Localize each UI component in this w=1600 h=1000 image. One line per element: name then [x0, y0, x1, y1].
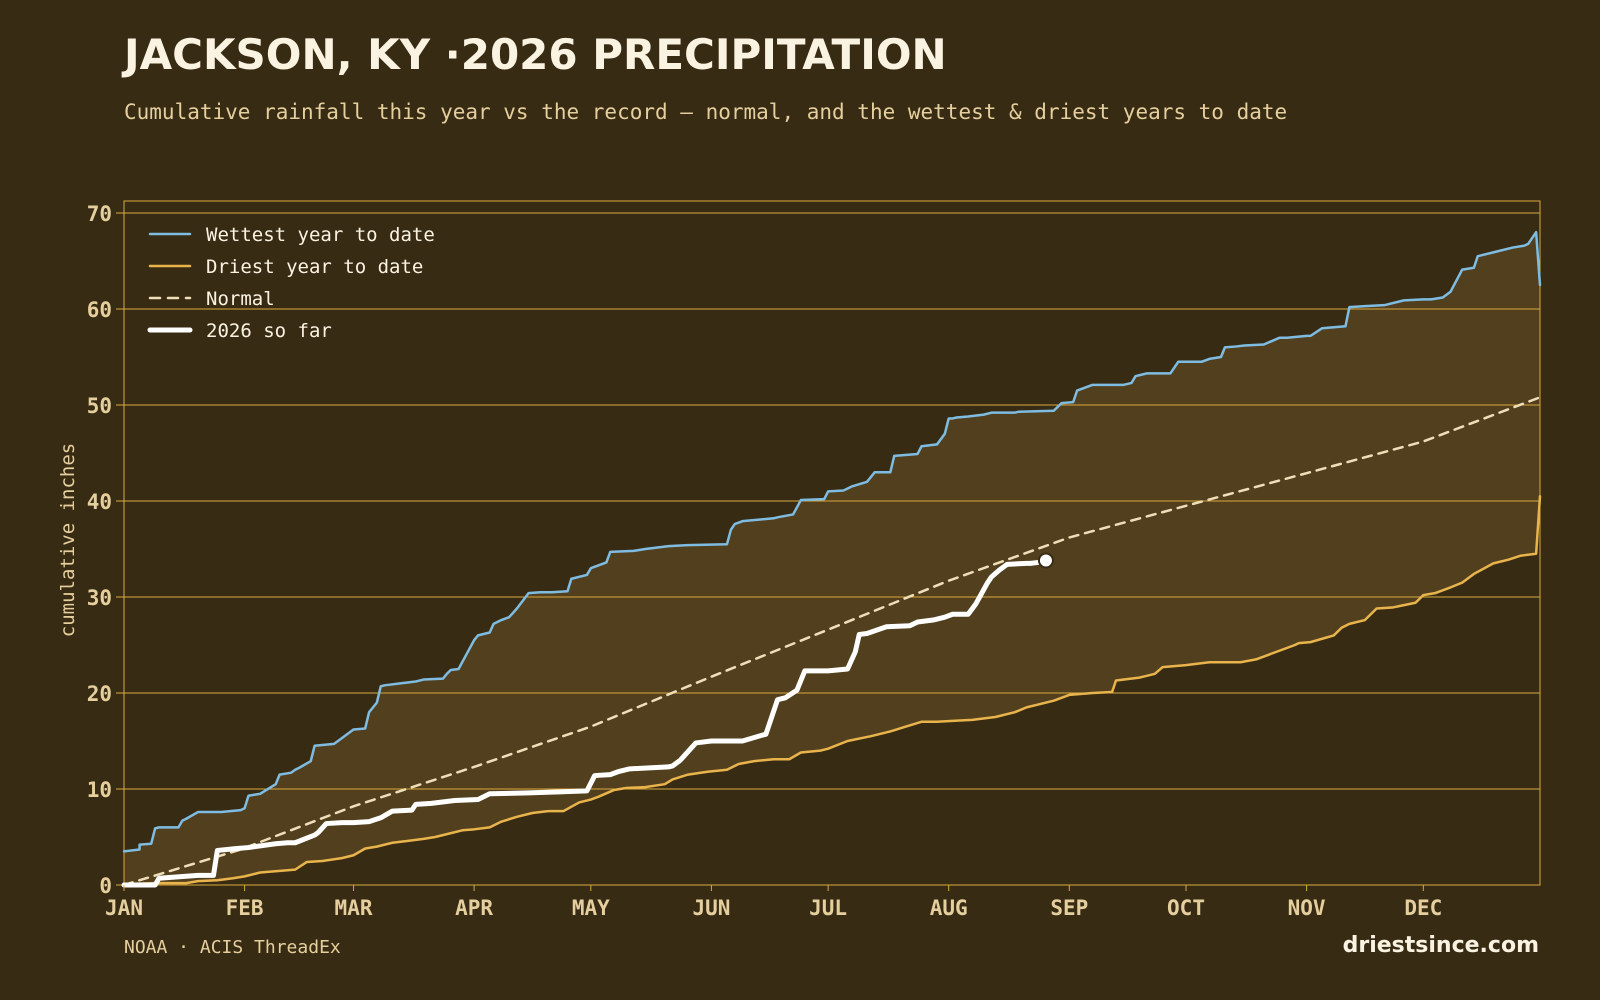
chart-subtitle: Cumulative rainfall this year vs the rec…: [124, 100, 1288, 124]
x-tick-label: JUN: [692, 896, 730, 920]
x-tick-label: DEC: [1404, 896, 1442, 920]
gridlines: [116, 200, 1541, 886]
y-tick-label: 60: [87, 298, 112, 322]
x-tick-label: MAR: [335, 896, 373, 920]
legend-label: 2026 so far: [206, 320, 332, 342]
x-tick-label: MAY: [572, 896, 610, 920]
x-tick-label: JAN: [105, 896, 143, 920]
wet-dry-band: [124, 232, 1540, 885]
y-axis-label: cumulative inches: [57, 443, 79, 637]
normal-line: [122, 396, 1542, 887]
legend-label: Normal: [206, 288, 275, 310]
y-tick-label: 0: [99, 874, 112, 898]
y-tick-label: 40: [87, 490, 112, 514]
legend-label: Wettest year to date: [206, 224, 435, 246]
current-point-marker: [1037, 552, 1054, 569]
y-tick-label: 10: [87, 778, 112, 802]
y-tick-label: 50: [87, 394, 112, 418]
wettest-line: [122, 230, 1542, 853]
x-tick-label: NOV: [1288, 896, 1326, 920]
source-note: NOAA · ACIS ThreadEx: [124, 937, 341, 958]
range-band: [124, 232, 1540, 885]
site-link[interactable]: driestsince.com: [1342, 933, 1539, 958]
legend: Wettest year to date Driest year to date N…: [147, 224, 435, 342]
x-tick-label: FEB: [226, 896, 264, 920]
x-tick-label: OCT: [1167, 896, 1205, 920]
x-tick-label: SEP: [1050, 896, 1088, 920]
legend-label: Driest year to date: [206, 256, 423, 278]
current-year-line: [121, 558, 1049, 888]
x-tick-label: APR: [455, 896, 493, 920]
y-tick-label: 20: [87, 682, 112, 706]
x-tick-label: AUG: [930, 896, 968, 920]
y-tick-label: 30: [87, 586, 112, 610]
chart-title: JACKSON, KY ·2026 PRECIPITATION: [124, 30, 947, 79]
x-tick-label: JUL: [809, 896, 847, 920]
y-tick-label: 70: [87, 202, 112, 226]
axes: 0 10 20 30 40 50 60 70 JAN FEB MAR APR MAY JUN JUL AUG S…: [87, 202, 1443, 920]
series-lines: [121, 230, 1542, 888]
driest-line: [122, 494, 1542, 886]
